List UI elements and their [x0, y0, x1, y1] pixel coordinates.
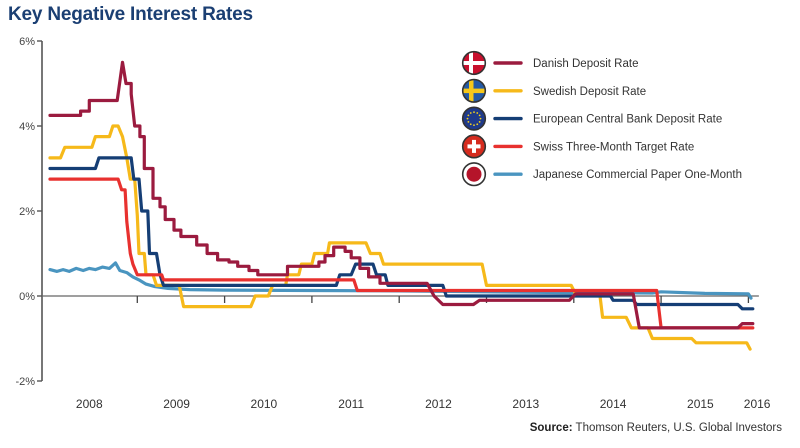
legend-label: Japanese Commercial Paper One-Month [533, 169, 742, 181]
flag-sweden-icon [461, 78, 487, 103]
flag-border [461, 78, 487, 103]
flag-border [461, 134, 487, 159]
x-tick-label: 2012 [425, 397, 452, 411]
x-tick-label: 2008 [76, 397, 103, 411]
chart-title: Key Negative Interest Rates [8, 4, 253, 25]
flag-border [461, 162, 487, 187]
x-tick-label: 2011 [338, 397, 364, 411]
x-tick-label: 2014 [600, 397, 627, 411]
y-tick-label: 6% [19, 36, 35, 48]
y-tick-label: 2% [19, 206, 35, 218]
flag-denmark-icon [461, 50, 487, 76]
flag-border [461, 50, 487, 76]
series-line-eu [48, 156, 755, 311]
series-line-sweden [48, 124, 752, 351]
legend: Danish Deposit Rate Swedish Deposit Rate E… [461, 50, 742, 187]
legend-label: Swedish Deposit Rate [533, 86, 646, 98]
x-tick-label: 2015 [687, 397, 714, 411]
y-tick-label: 4% [19, 121, 35, 133]
legend-label: Danish Deposit Rate [533, 58, 638, 70]
flag-border [461, 106, 487, 131]
axes: -2% 0% 2% 4% 6% 2008 2009 2010 2011 2012 2013 2014 2… [15, 36, 770, 411]
legend-label: European Central Bank Deposit Rate [533, 114, 722, 126]
legend-item: Swiss Three-Month Target Rate [461, 134, 694, 159]
x-tick-label: 2010 [251, 397, 278, 411]
legend-item: Danish Deposit Rate [461, 50, 638, 76]
flag-japan-icon [461, 162, 487, 187]
source-note: Source: Thomson Reuters, U.S. Global Inv… [530, 422, 782, 434]
legend-item: European Central Bank Deposit Rate [461, 106, 722, 131]
legend-item: Japanese Commercial Paper One-Month [461, 162, 742, 187]
flag-eu-icon [461, 106, 487, 131]
x-tick-label: 2016 [744, 397, 771, 411]
series-line-denmark [48, 60, 755, 330]
series-lines [48, 60, 755, 351]
source-text: Thomson Reuters, U.S. Global Investors [572, 422, 782, 434]
series-line-switzerland [48, 177, 755, 330]
legend-label: Swiss Three-Month Target Rate [533, 141, 694, 153]
x-tick-label: 2013 [512, 397, 539, 411]
y-tick-label: 0% [19, 291, 35, 303]
y-tick-label: -2% [15, 376, 35, 388]
x-tick-label: 2009 [163, 397, 190, 411]
flag-switzerland-icon [461, 134, 487, 159]
legend-item: Swedish Deposit Rate [461, 78, 646, 103]
source-prefix: Source: [529, 422, 573, 434]
